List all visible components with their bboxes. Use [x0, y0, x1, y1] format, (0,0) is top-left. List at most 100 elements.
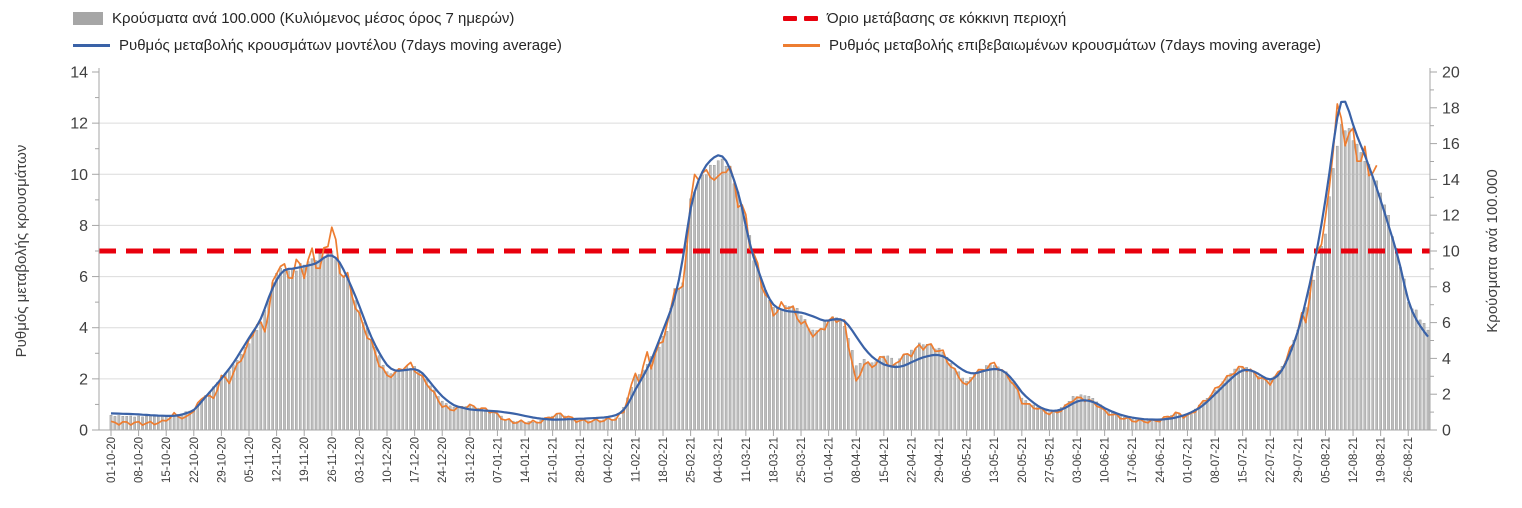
bar: [362, 322, 365, 431]
bar: [1276, 375, 1280, 431]
x-axis-date-label: 13-05-21: [989, 437, 1001, 483]
legend-label-model-line: Ρυθμός μεταβολής κρουσμάτων μοντέλου (7d…: [119, 37, 562, 54]
bar: [957, 371, 961, 431]
bar: [555, 414, 558, 431]
bar: [1280, 366, 1284, 431]
bar: [945, 356, 949, 431]
bar: [606, 419, 610, 431]
bar: [1272, 376, 1276, 431]
bar: [1395, 248, 1398, 431]
x-axis-date-label: 29-04-21: [934, 437, 946, 483]
x-axis-date-label: 12-11-20: [272, 437, 284, 482]
legend-label-red-threshold: Όριο μετάβασης σε κόκκινη περιοχή: [827, 10, 1067, 27]
bar: [716, 160, 720, 431]
bar: [862, 359, 866, 431]
x-axis-date-label: 03-12-20: [354, 437, 366, 483]
bar: [1190, 414, 1193, 431]
bar: [291, 268, 294, 431]
bar: [969, 377, 972, 431]
bar: [874, 361, 878, 431]
bar: [302, 264, 306, 431]
bar: [1339, 124, 1343, 431]
bar: [776, 307, 779, 431]
bar: [1328, 196, 1331, 431]
left-axis-tick-label: 4: [79, 320, 88, 337]
bar: [783, 305, 787, 431]
right-axis-tick-label: 14: [1442, 172, 1460, 189]
bar: [772, 307, 775, 431]
right-axis-tick-label: 18: [1442, 100, 1460, 117]
bar: [350, 289, 353, 431]
bar: [582, 420, 586, 431]
bar: [973, 372, 976, 431]
right-axis-tick-label: 0: [1442, 423, 1451, 440]
x-axis-date-label: 29-07-21: [1293, 437, 1305, 483]
bar: [689, 198, 692, 431]
bar: [712, 165, 716, 431]
bar: [397, 370, 401, 431]
x-axis-date-label: 04-02-21: [603, 437, 615, 483]
x-axis-date-label: 18-02-21: [658, 437, 670, 483]
bar: [476, 407, 480, 431]
left-axis-tick-label: 8: [79, 218, 88, 235]
x-axis-date-label: 15-10-20: [161, 437, 173, 483]
x-axis-date-label: 17-06-21: [1127, 437, 1139, 483]
right-axis-tick-label: 8: [1442, 279, 1451, 296]
bar: [685, 245, 688, 431]
x-axis-date-label: 06-05-21: [962, 437, 974, 483]
bar: [239, 353, 243, 431]
bar-series-swatch: [73, 12, 103, 25]
bar: [247, 343, 251, 431]
bar: [318, 253, 322, 431]
x-axis-date-label: 19-11-20: [299, 437, 311, 482]
bar: [1406, 302, 1410, 431]
bar: [799, 315, 803, 431]
bar: [429, 385, 432, 431]
x-axis-date-label: 04-03-21: [713, 437, 725, 483]
bar: [827, 321, 830, 431]
bar: [724, 165, 728, 431]
bar: [208, 391, 211, 431]
bar: [381, 364, 385, 431]
bar: [843, 326, 846, 431]
model-line-swatch: [73, 44, 110, 47]
bar: [941, 352, 945, 431]
bar: [811, 329, 815, 431]
bar: [1375, 180, 1378, 431]
bar: [255, 330, 259, 431]
bar: [330, 250, 334, 431]
bar: [306, 261, 310, 431]
bar: [1418, 319, 1422, 431]
bar: [492, 412, 495, 431]
legend-item-confirmed-line: Ρυθμός μεταβολής επιβεβαιωμένων κρουσμάτ…: [783, 37, 1321, 54]
bar: [882, 355, 886, 431]
bar: [488, 410, 491, 431]
bar: [1422, 323, 1426, 431]
bar: [693, 191, 696, 431]
bar: [1316, 266, 1319, 431]
bar: [200, 400, 203, 431]
bar: [949, 363, 953, 431]
bar: [1008, 377, 1012, 431]
bar: [334, 259, 338, 431]
bar: [736, 191, 740, 431]
bar: [421, 374, 424, 431]
model-line: [110, 100, 1429, 421]
x-axis-date-label: 29-10-20: [216, 437, 228, 483]
bar: [342, 275, 345, 431]
bar: [748, 235, 752, 431]
bar: [1343, 130, 1347, 431]
bar: [1056, 410, 1059, 431]
bar: [1268, 379, 1272, 431]
bar: [720, 158, 724, 431]
bar: [1371, 176, 1375, 431]
right-axis-tick-label: 6: [1442, 315, 1451, 332]
bar: [373, 347, 377, 431]
bar: [866, 362, 870, 431]
bar: [1004, 371, 1008, 431]
bar: [117, 415, 121, 431]
bar: [1288, 349, 1292, 431]
bar: [354, 300, 357, 431]
bar: [610, 419, 614, 431]
